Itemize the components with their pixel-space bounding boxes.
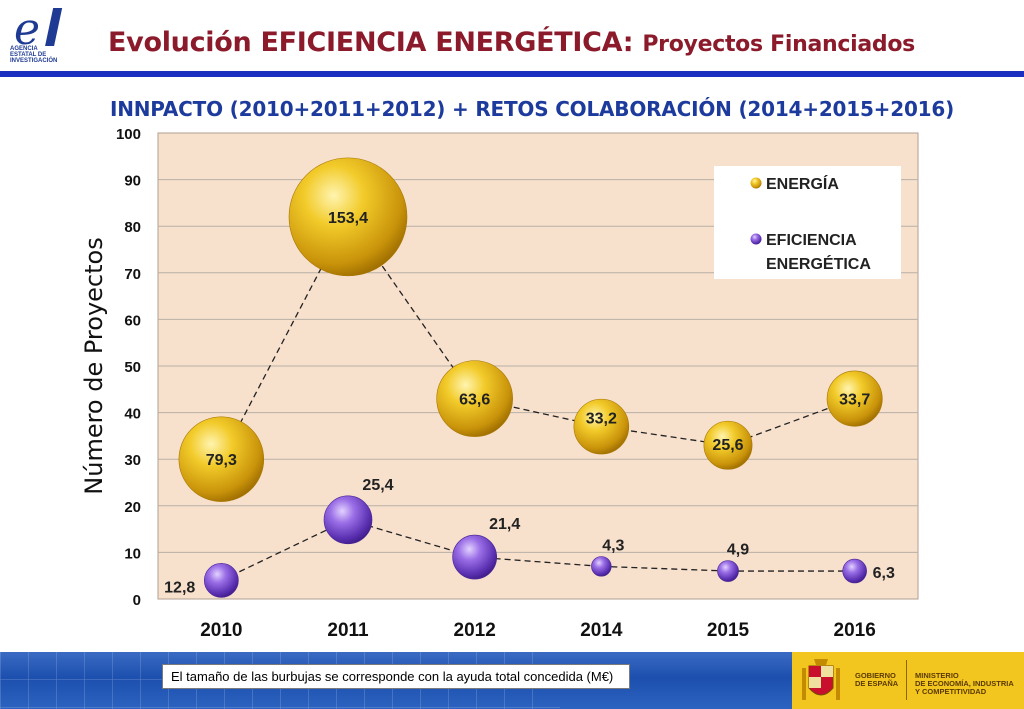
eficiencia-data-label: 4,3 — [602, 538, 624, 555]
page-title: Evolución EFICIENCIA ENERGÉTICA: Proyect… — [108, 27, 915, 58]
energia-data-label: 79,3 — [206, 452, 237, 469]
gov-divider — [906, 660, 907, 700]
eficiencia-data-label: 4,9 — [727, 541, 749, 558]
x-tick-label: 2015 — [707, 620, 750, 641]
data-labels: 79,3 153,4 63,6 33,2 25,6 33,7 12,8 25,4 21,4 4,3… — [164, 210, 895, 596]
energia-bubble — [436, 360, 513, 437]
y-tick-label: 20 — [124, 499, 141, 516]
y-tick-label: 90 — [124, 173, 141, 190]
y-tick-label: 60 — [124, 312, 141, 329]
bubble-size-note: El tamaño de las burbujas se corresponde… — [162, 664, 630, 689]
header-rule — [0, 71, 1024, 77]
energia-data-label: 153,4 — [328, 210, 368, 227]
x-tick-label: 2012 — [454, 620, 496, 641]
eficiencia-bubble — [452, 534, 498, 580]
header: e AGENCIA ESTATAL DE INVESTIGACIÓN Evolu… — [0, 0, 1024, 78]
x-tick-label: 2010 — [200, 620, 242, 641]
title-main: Evolución EFICIENCIA ENERGÉTICA: — [108, 27, 634, 58]
series-line-segment — [601, 565, 729, 572]
legend-energia-label: ENERGÍA — [766, 174, 839, 193]
coat-of-arms-icon — [802, 659, 840, 700]
energia-data-label: 33,2 — [586, 411, 617, 428]
eficiencia-data-label: 21,4 — [489, 516, 520, 533]
eficiencia-bubble — [717, 560, 739, 582]
legend: ENERGÍA EFICIENCIA ENERGÉTICA — [714, 166, 901, 279]
logo-text: AGENCIA ESTATAL DE INVESTIGACIÓN — [10, 46, 58, 64]
gobierno-label: GOBIERNO DE ESPAÑA — [855, 671, 899, 688]
legend-eficiencia-marker — [750, 233, 762, 245]
title-sub: Proyectos Financiados — [642, 32, 915, 57]
y-tick-label: 10 — [124, 545, 141, 562]
energia-bubble — [826, 370, 883, 427]
energia-data-label: 25,6 — [712, 437, 743, 454]
agencia-logo: e — [14, 4, 63, 55]
eficiencia-data-label: 12,8 — [164, 579, 195, 596]
x-tick-label: 2014 — [580, 620, 623, 641]
legend-eficiencia-label: EFICIENCIA ENERGÉTICA — [766, 232, 871, 273]
series-line-segment — [220, 216, 349, 460]
energia-bubble — [288, 157, 408, 277]
legend-energia-marker — [750, 177, 762, 189]
eficiencia-bubble — [323, 495, 373, 545]
y-axis-ticks: 0 10 20 30 40 50 60 70 80 90 100 — [116, 126, 141, 609]
series-line-segment — [221, 519, 349, 581]
energia-bubble — [573, 398, 630, 455]
y-tick-label: 80 — [124, 219, 141, 236]
y-tick-label: 100 — [116, 126, 141, 143]
eficiencia-data-label: 6,3 — [873, 565, 895, 582]
energia-data-label: 63,6 — [459, 392, 490, 409]
y-tick-label: 40 — [124, 406, 141, 423]
eficiencia-bubble — [203, 563, 239, 598]
svg-text:e: e — [14, 4, 40, 55]
x-axis-ticks: 2010 2011 2012 2014 2015 2016 — [200, 620, 876, 641]
y-tick-label: 70 — [124, 266, 141, 283]
eficiencia-data-label: 25,4 — [362, 477, 393, 494]
energia-bubble — [178, 416, 265, 502]
y-axis-label: Número de Proyectos — [80, 237, 108, 494]
energia-data-label: 33,7 — [839, 392, 870, 409]
x-tick-label: 2011 — [327, 620, 369, 641]
chart-title: INNPACTO (2010+2011+2012) + RETOS COLABO… — [109, 97, 955, 121]
energia-bubble — [703, 420, 753, 470]
y-tick-label: 30 — [124, 452, 141, 469]
eficiencia-bubble — [591, 556, 612, 577]
ministry-label: MINISTERIO DE ECONOMÍA, INDUSTRIA Y COMP… — [915, 671, 1014, 696]
y-tick-label: 50 — [124, 359, 141, 376]
x-tick-label: 2016 — [834, 620, 876, 641]
y-tick-label: 0 — [133, 592, 141, 609]
bubbles — [178, 157, 883, 598]
eficiencia-bubble — [842, 558, 867, 584]
